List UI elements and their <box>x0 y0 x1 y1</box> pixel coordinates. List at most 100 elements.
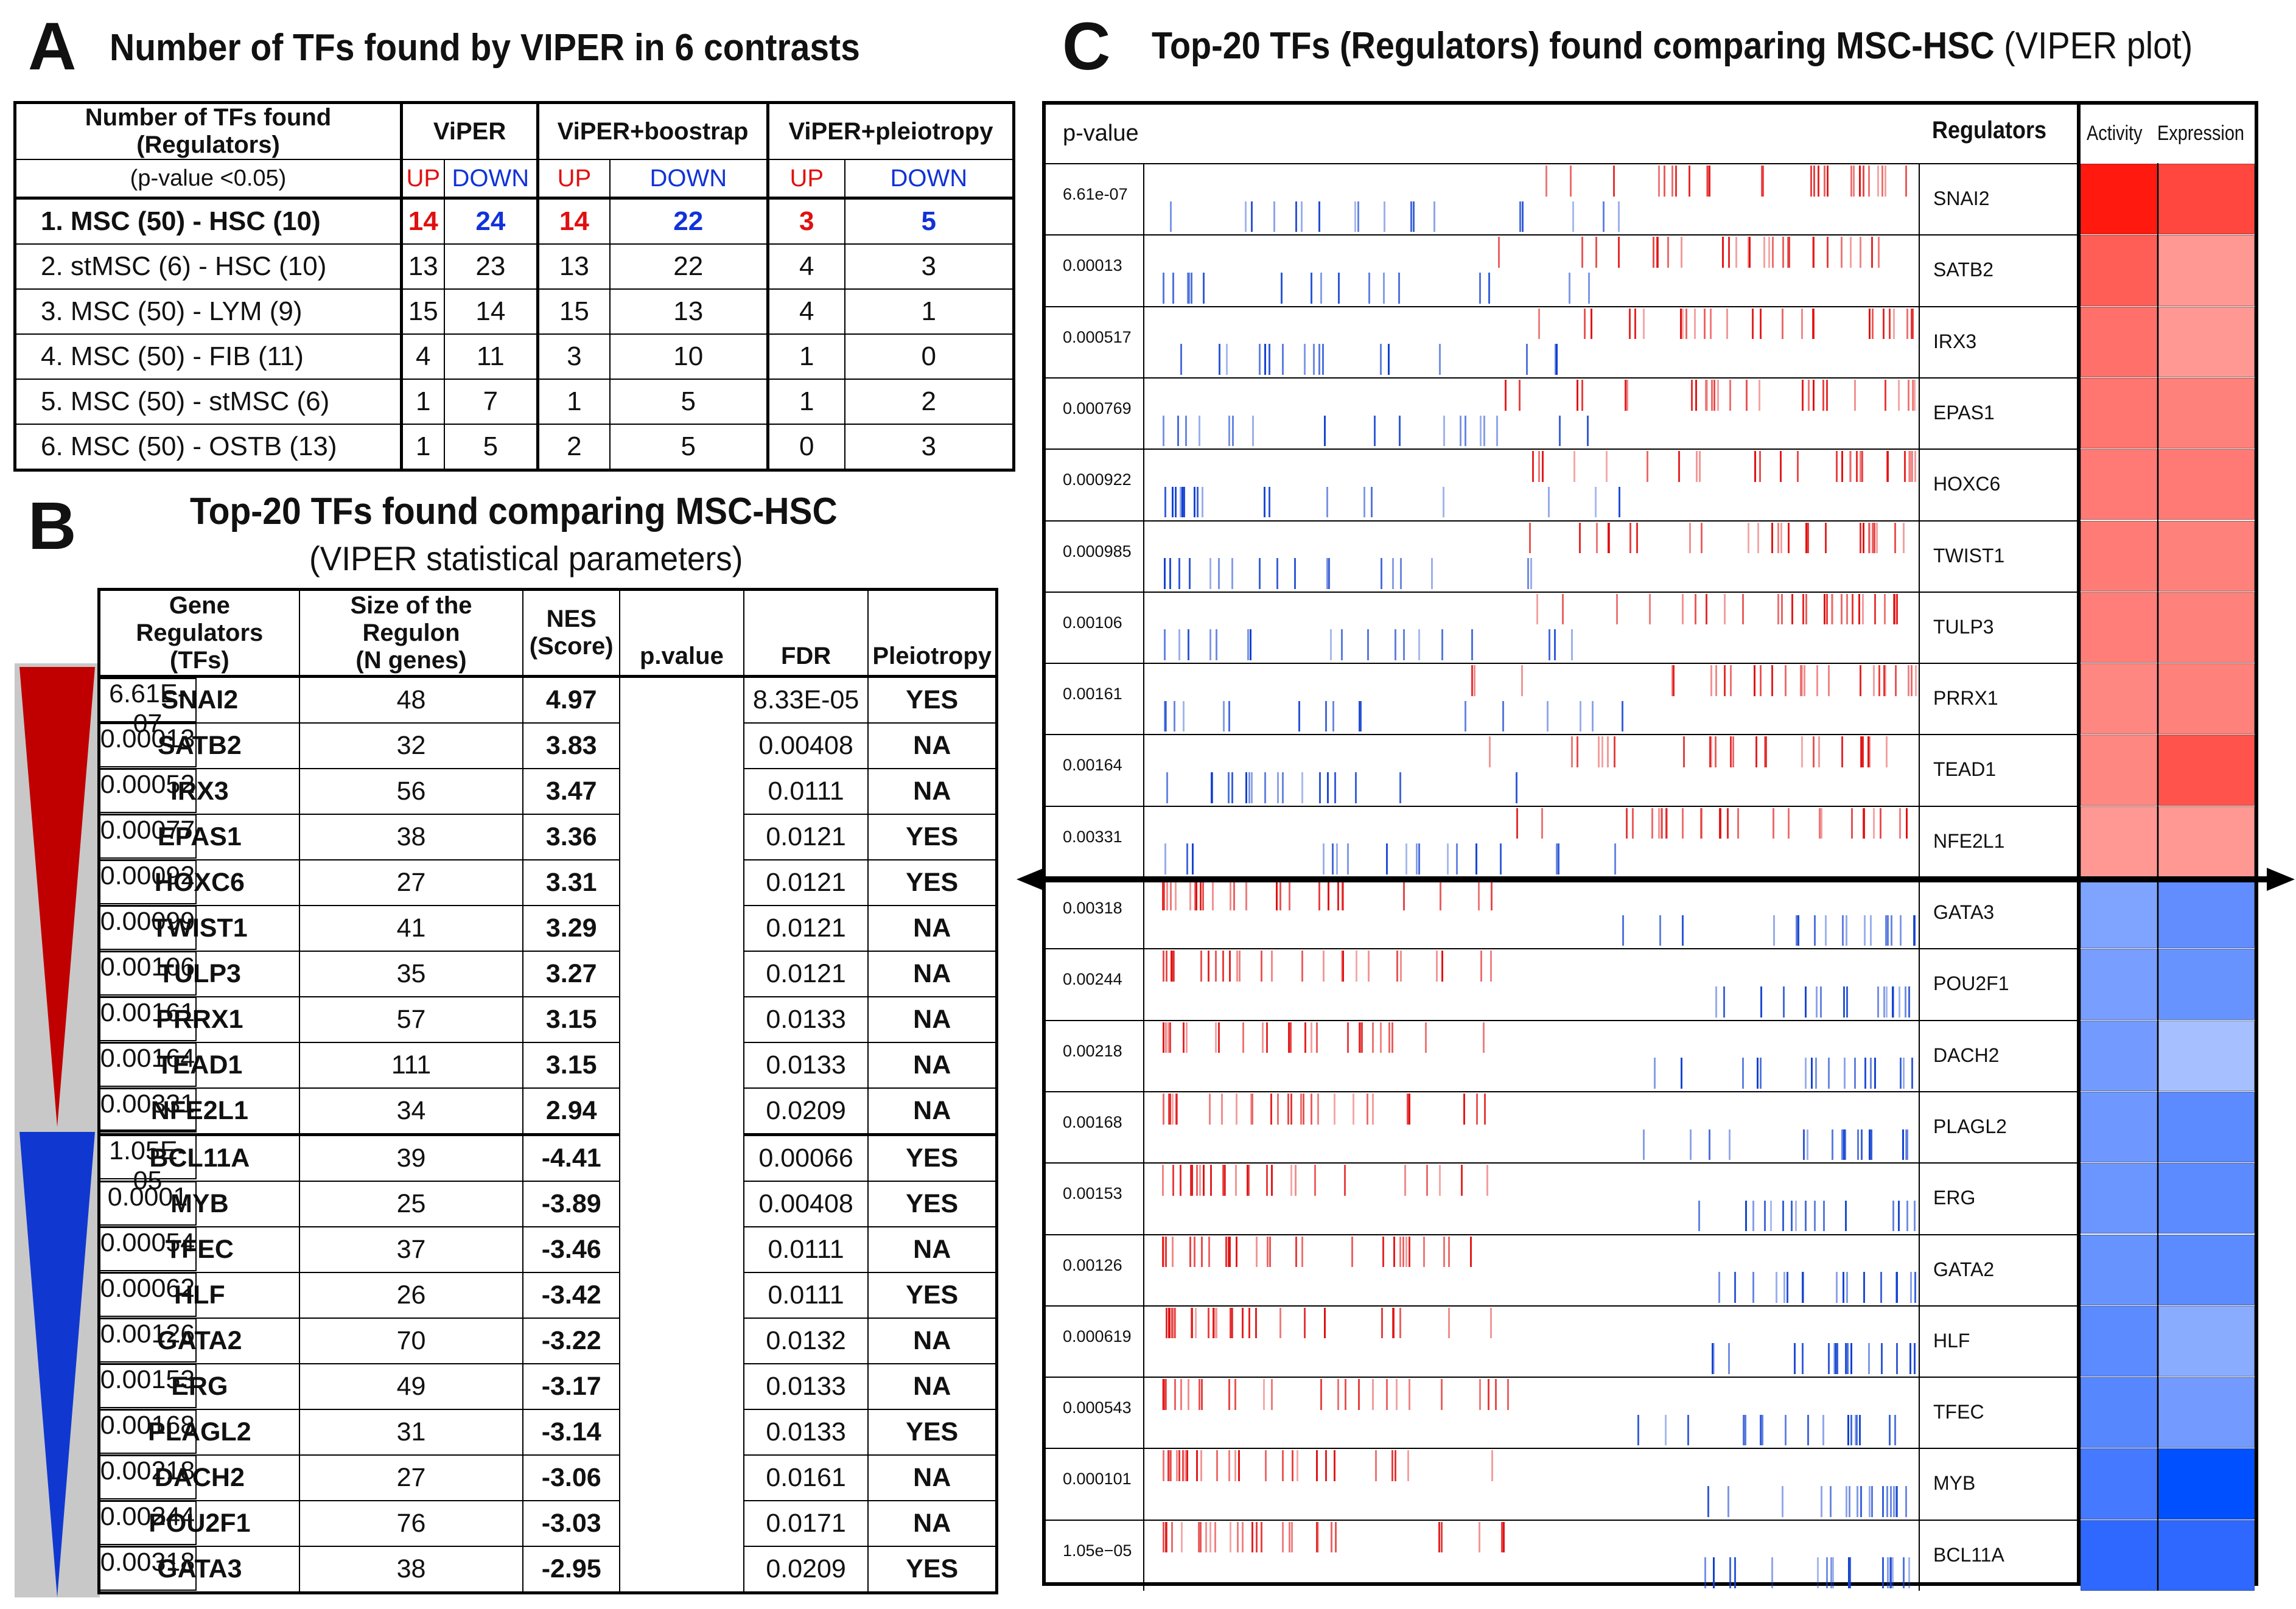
regulator-size-cell: 25 <box>298 1181 524 1227</box>
up-target-tick <box>1678 451 1680 482</box>
activity-heat-cell <box>2081 449 2157 520</box>
down-target-tick <box>1180 344 1182 375</box>
up-target-tick <box>1344 1165 1346 1196</box>
down-target-tick <box>1446 843 1449 874</box>
contrast-value: 5 <box>443 424 539 471</box>
panel-b-label: B <box>28 489 77 564</box>
down-target-tick <box>1846 1272 1848 1303</box>
down-header: DOWN <box>609 159 769 200</box>
down-target-tick <box>1830 1486 1832 1517</box>
down-target-tick <box>1756 1058 1759 1089</box>
regulator-nes-cell: -3.03 <box>522 1500 621 1547</box>
expression-heat-cell <box>2158 1234 2255 1305</box>
row-regulator-name: TULP3 <box>1933 615 1994 638</box>
up-target-tick <box>1836 451 1838 482</box>
down-target-tick <box>1902 1129 1904 1161</box>
up-target-tick <box>1581 237 1583 268</box>
regulator-size-cell: 37 <box>298 1226 524 1273</box>
down-target-tick <box>1591 700 1594 732</box>
up-target-tick <box>1536 593 1538 625</box>
up-target-tick <box>1507 1379 1510 1410</box>
up-target-tick <box>1361 1022 1363 1053</box>
up-target-tick <box>1811 237 1814 268</box>
up-target-tick <box>1408 1093 1410 1125</box>
up-target-tick <box>1715 665 1717 696</box>
up-target-tick <box>1885 379 1887 411</box>
up-target-tick <box>1897 379 1900 411</box>
row-pvalue: 0.00168 <box>1063 1112 1122 1131</box>
up-target-tick <box>1801 665 1803 696</box>
contrast-value: 13 <box>400 243 445 290</box>
up-target-tick <box>1447 1307 1450 1339</box>
up-target-tick <box>1663 166 1665 197</box>
down-target-tick <box>1896 1272 1899 1303</box>
up-target-tick <box>1261 1022 1264 1053</box>
down-target-tick <box>1622 700 1624 732</box>
row-regulator-name: SNAI2 <box>1933 187 1990 209</box>
down-target-tick <box>1728 1129 1731 1161</box>
up-target-tick <box>1832 593 1834 625</box>
down-target-tick <box>1782 986 1785 1017</box>
regulator-gene-cell: MYB <box>98 1181 300 1227</box>
regulator-row: HLF 26 -3.42 0.00062 0.0111 YES <box>98 1272 998 1319</box>
row-regulator-name: DACH2 <box>1933 1044 2000 1066</box>
up-target-tick <box>1911 379 1914 411</box>
up-target-tick <box>1601 736 1603 768</box>
regulator-size-cell: 34 <box>298 1087 524 1136</box>
regulator-row: SNAI2 48 4.97 6.61E-07 8.33E-05 YES <box>98 675 998 738</box>
up-target-tick <box>1616 593 1619 625</box>
down-target-tick <box>1163 415 1165 447</box>
up-target-tick <box>1167 1022 1170 1053</box>
down-target-tick <box>1269 486 1271 518</box>
up-target-tick <box>1460 1165 1463 1196</box>
row-pvalue: 0.00126 <box>1063 1255 1122 1274</box>
up-target-tick <box>1871 237 1873 268</box>
up-target-tick <box>1597 736 1600 768</box>
activity-heat-cell <box>2081 949 2157 1020</box>
up-target-tick <box>1261 951 1263 982</box>
up-target-tick <box>1491 879 1493 910</box>
down-target-tick <box>1187 629 1189 661</box>
row-pvalue: 0.000922 <box>1063 470 1132 489</box>
up-target-tick <box>1200 1236 1203 1268</box>
up-target-tick <box>1877 166 1879 197</box>
row-regulator-name: PLAGL2 <box>1933 1115 2007 1137</box>
down-target-tick <box>1483 415 1486 447</box>
down-target-tick <box>1831 1129 1833 1161</box>
down-target-tick <box>1807 1414 1809 1446</box>
up-target-tick <box>1271 1165 1273 1196</box>
up-target-tick <box>1248 1307 1250 1339</box>
down-target-tick <box>1781 1486 1783 1517</box>
up-target-tick <box>1261 1521 1263 1553</box>
expression-heat-cell <box>2158 878 2255 949</box>
up-target-tick <box>1878 237 1880 268</box>
contrast-label: 1. MSC (50) - HSC (10) <box>14 197 402 245</box>
up-target-tick <box>1858 593 1861 625</box>
down-target-tick <box>1844 1343 1847 1375</box>
up-target-tick <box>1236 1093 1238 1125</box>
regulator-nes-cell: -3.89 <box>522 1181 621 1227</box>
down-target-tick <box>1712 1343 1714 1375</box>
row-rule <box>1046 234 2077 236</box>
up-target-tick <box>1914 379 1916 411</box>
up-target-tick <box>1908 451 1911 482</box>
down-target-tick <box>1822 1414 1824 1446</box>
contrast-label: 4. MSC (50) - FIB (11) <box>14 333 402 380</box>
regulator-fdr-cell: 0.0133 <box>743 1042 869 1089</box>
down-target-tick <box>1622 915 1625 946</box>
up-target-tick <box>1704 379 1707 411</box>
up-target-tick <box>1186 1022 1188 1053</box>
up-target-tick <box>1279 879 1282 910</box>
up-target-tick <box>1241 1521 1244 1553</box>
up-target-tick <box>1889 308 1891 340</box>
down-target-tick <box>1906 1200 1908 1232</box>
up-target-tick <box>1875 522 1878 554</box>
up-target-tick <box>1228 1236 1231 1268</box>
up-target-tick <box>1661 808 1664 839</box>
down-target-tick <box>1617 201 1620 232</box>
regulator-pv-cell: 0.00168 <box>99 1409 197 1454</box>
down-target-tick <box>1367 629 1370 661</box>
down-target-tick <box>1906 1129 1908 1161</box>
up-target-tick <box>1850 166 1852 197</box>
up-target-tick <box>1246 1165 1248 1196</box>
